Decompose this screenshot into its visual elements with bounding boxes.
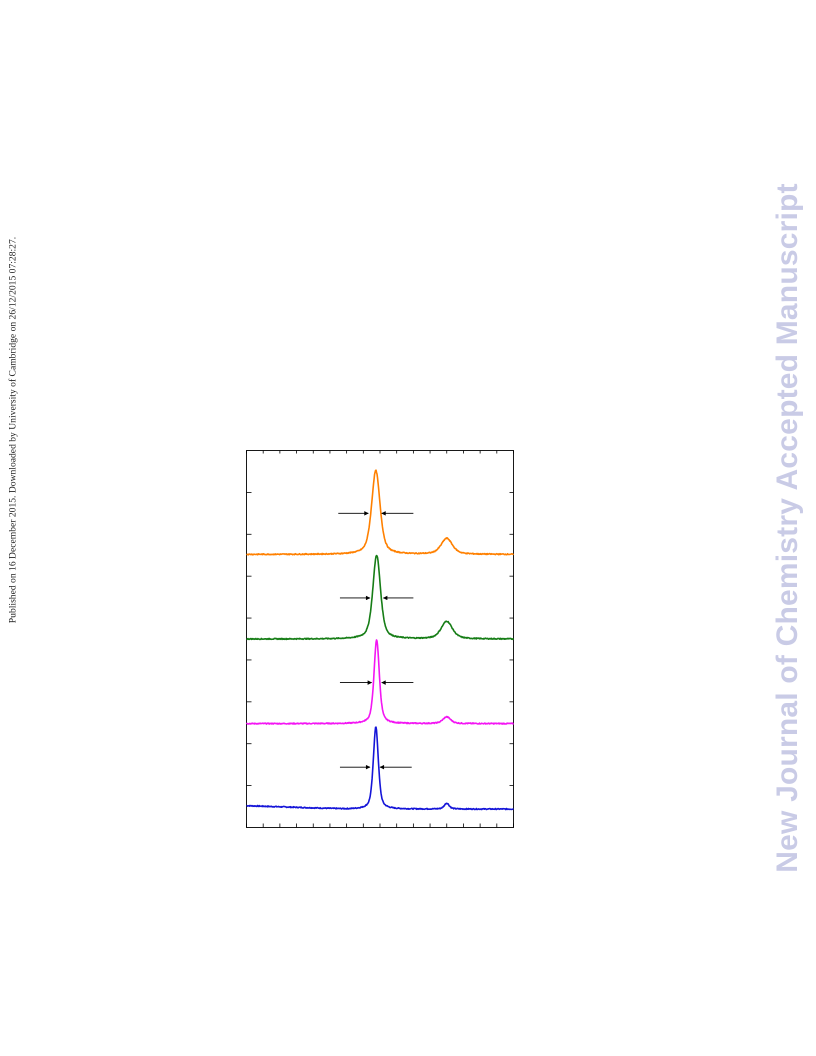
journal-watermark-text: New Journal of Chemistry Accepted Manusc… [771,183,804,873]
spectrum-series-2 [245,639,515,725]
spectra-chart [245,450,515,828]
spectrum-series-4 [246,469,515,556]
publication-note-text: Published on 16 December 2015. Downloade… [7,236,19,624]
spectrum-series-1 [246,726,514,811]
spectrum-series-3 [246,554,515,641]
plot-area [245,450,515,828]
